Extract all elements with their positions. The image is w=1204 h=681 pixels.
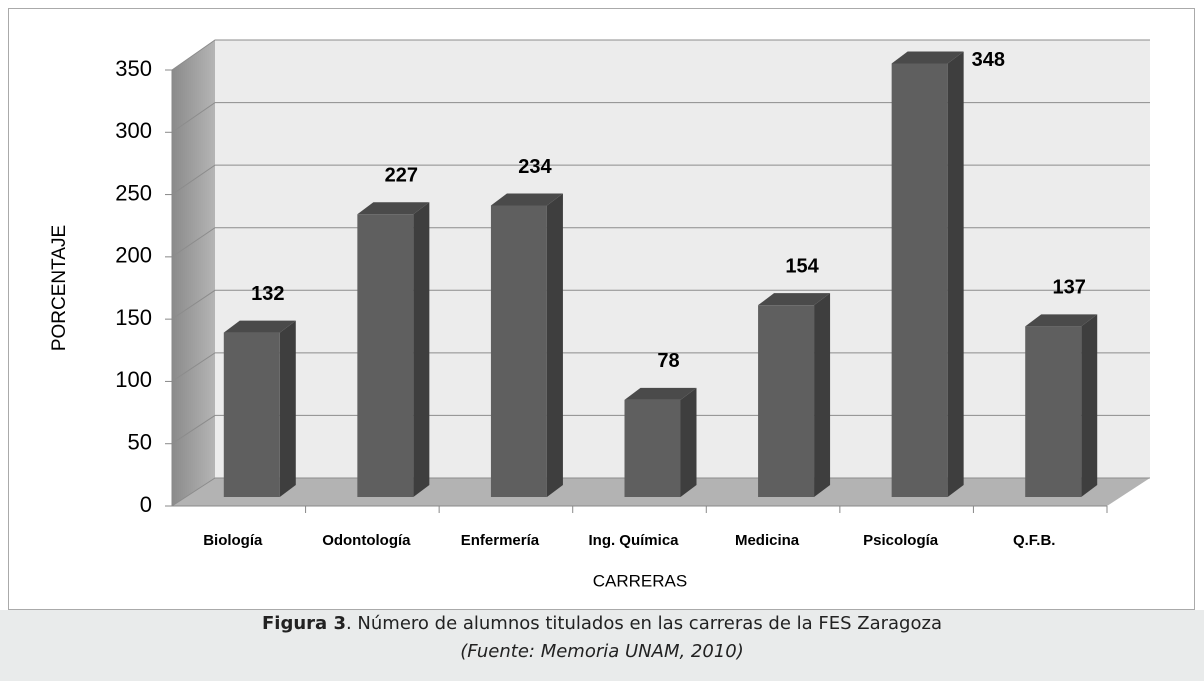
chart: 0 50 100 150 200 250 300 350 132 227 234 78 154 348 1… (8, 8, 1195, 610)
bar-side (413, 202, 430, 498)
bar-top (490, 193, 563, 206)
data-label: 348 (972, 49, 1005, 71)
caption-text: . Número de alumnos titulados en las car… (345, 613, 942, 634)
side-wall (172, 40, 215, 506)
data-label: 154 (785, 255, 819, 277)
bar-top (891, 51, 964, 64)
bar-top (223, 320, 296, 333)
bar-side (680, 387, 697, 497)
caption-source: (Fuente: Memoria UNAM, 2010) (460, 641, 744, 662)
figure-label: Figura 3 (262, 613, 346, 634)
y-tick-label: 50 (128, 430, 152, 455)
grid-line (171, 39, 1150, 71)
bar (758, 305, 815, 497)
y-tick-label: 150 (115, 305, 152, 330)
grid-line (171, 477, 1150, 507)
bar-side (546, 193, 563, 497)
bar (490, 205, 547, 497)
bar-side (814, 293, 831, 497)
grid-line (171, 164, 1150, 195)
grid-line (171, 352, 1150, 382)
data-label: 132 (251, 283, 284, 305)
x-tick-label: Biología (203, 532, 263, 549)
y-tick-label: 350 (115, 56, 152, 81)
bar-top (758, 293, 831, 306)
caption: Figura 3. Número de alumnos titulados en… (0, 610, 1204, 681)
data-label: 227 (385, 165, 418, 187)
bar (357, 214, 414, 498)
y-tick-label: 200 (115, 243, 152, 268)
grid-line (171, 414, 1150, 445)
grid-line (171, 102, 1150, 133)
bar-top (357, 202, 430, 215)
y-tick-label: 0 (140, 492, 152, 517)
y-axis-title: PORCENTAJE (49, 225, 70, 351)
grid-line (171, 289, 1150, 320)
bar-top (1025, 314, 1098, 327)
data-label: 234 (518, 156, 552, 178)
x-tick-label: Odontología (322, 532, 411, 549)
x-tick-label: Ing. Química (588, 532, 679, 549)
bar (1025, 326, 1082, 497)
bar (891, 63, 948, 498)
x-tick-label: Enfermería (461, 532, 540, 549)
data-label: 137 (1053, 277, 1086, 299)
data-label: 78 (657, 350, 679, 372)
x-axis-title: CARRERAS (593, 571, 687, 590)
y-tick-label: 100 (115, 367, 152, 392)
x-tick-label: Medicina (735, 532, 800, 549)
y-tick-label: 250 (115, 180, 152, 205)
bar (624, 399, 681, 497)
x-tick-label: Psicología (863, 532, 939, 549)
bar-top (624, 387, 697, 400)
bar-side (279, 320, 296, 497)
grid-line (171, 227, 1150, 258)
x-tick-label: Q.F.B. (1013, 532, 1056, 549)
bar-side (1081, 314, 1098, 497)
bar (223, 332, 280, 497)
y-tick-label: 300 (115, 118, 152, 143)
bar-side (947, 51, 964, 498)
